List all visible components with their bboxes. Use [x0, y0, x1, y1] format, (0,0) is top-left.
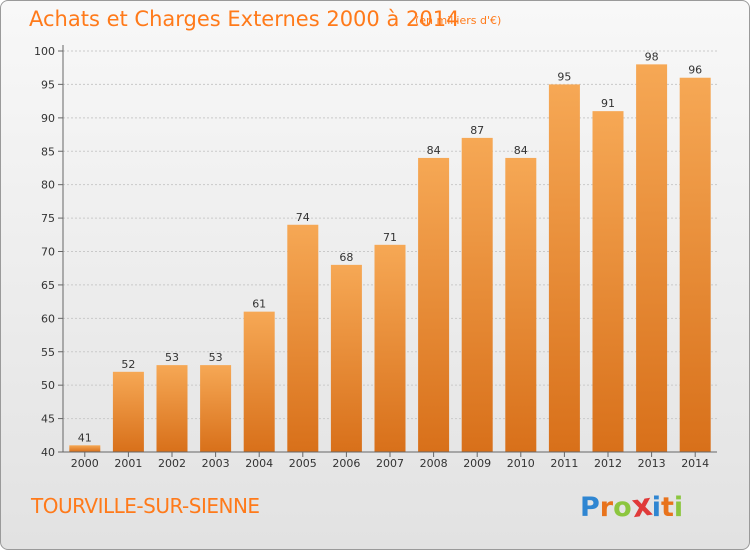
- value-label: 61: [252, 298, 266, 311]
- x-tick-label: 2014: [681, 457, 709, 470]
- value-label: 41: [78, 431, 92, 444]
- bar-2011: [548, 84, 580, 453]
- y-tick-label: 75: [41, 212, 55, 225]
- x-tick-label: 2004: [245, 457, 273, 470]
- x-tick-label: 2009: [463, 457, 491, 470]
- logo-letter: i: [673, 492, 684, 523]
- x-tick-label: 2000: [71, 457, 99, 470]
- bar-2002: [156, 365, 188, 452]
- y-tick-label: 90: [41, 112, 55, 125]
- bar-2007: [374, 244, 406, 452]
- bar-2009: [461, 137, 493, 452]
- value-label: 84: [427, 144, 441, 157]
- value-label: 68: [339, 251, 353, 264]
- logo-letter: x: [629, 486, 655, 526]
- y-tick-label: 65: [41, 279, 55, 292]
- y-tick-label: 40: [41, 446, 55, 459]
- y-tick-label: 100: [34, 45, 55, 58]
- x-tick-label: 2010: [507, 457, 535, 470]
- x-tick-label: 2005: [289, 457, 317, 470]
- value-label: 87: [470, 124, 484, 137]
- x-tick-label: 2008: [420, 457, 448, 470]
- x-tick-label: 2003: [202, 457, 230, 470]
- y-tick-label: 70: [41, 246, 55, 259]
- y-tick-label: 80: [41, 179, 55, 192]
- y-tick-label: 95: [41, 78, 55, 91]
- y-tick-label: 45: [41, 413, 55, 426]
- y-tick-label: 55: [41, 346, 55, 359]
- logo-letter: r: [599, 492, 614, 523]
- bar-2012: [592, 111, 624, 453]
- value-label: 53: [165, 351, 179, 364]
- value-label: 84: [514, 144, 528, 157]
- x-tick-label: 2006: [332, 457, 360, 470]
- x-tick-label: 2012: [594, 457, 622, 470]
- value-label: 95: [557, 70, 571, 83]
- bar-2006: [330, 264, 362, 452]
- x-tick-label: 2007: [376, 457, 404, 470]
- x-tick-label: 2001: [114, 457, 142, 470]
- bar-2000: [69, 445, 101, 452]
- chart-title: Achats et Charges Externes 2000 à 2014: [29, 7, 460, 31]
- value-label: 74: [296, 211, 310, 224]
- value-label: 96: [688, 64, 702, 77]
- bar-2008: [418, 157, 450, 452]
- bar-2014: [679, 77, 711, 452]
- proxiti-logo: Proxiti: [580, 486, 684, 526]
- logo-letter: t: [660, 492, 674, 523]
- logo-letter: P: [580, 492, 600, 523]
- y-tick-label: 85: [41, 145, 55, 158]
- logo-letter: o: [613, 492, 632, 523]
- bar-2005: [287, 224, 319, 452]
- x-tick-label: 2011: [550, 457, 578, 470]
- y-tick-label: 50: [41, 379, 55, 392]
- x-tick-label: 2002: [158, 457, 186, 470]
- logo-letter: i: [651, 492, 661, 523]
- value-label: 52: [121, 358, 135, 371]
- y-tick-label: 60: [41, 312, 55, 325]
- chart-subtitle: (en milliers d'€): [415, 14, 502, 27]
- value-label: 53: [209, 351, 223, 364]
- x-tick-label: 2013: [638, 457, 666, 470]
- bar-2003: [200, 365, 232, 452]
- commune-name: TOURVILLE-SUR-SIENNE: [31, 494, 260, 518]
- bar-2001: [112, 371, 144, 452]
- bar-2010: [505, 157, 537, 452]
- value-label: 98: [645, 50, 659, 63]
- value-label: 71: [383, 231, 397, 244]
- bar-2013: [636, 64, 668, 452]
- bar-2004: [243, 311, 275, 452]
- value-label: 91: [601, 97, 615, 110]
